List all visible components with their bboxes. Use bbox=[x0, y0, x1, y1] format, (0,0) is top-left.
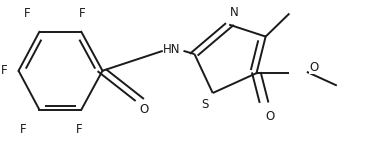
Text: O: O bbox=[310, 61, 319, 74]
Text: S: S bbox=[201, 98, 208, 111]
Text: F: F bbox=[20, 123, 27, 136]
Text: N: N bbox=[229, 6, 238, 19]
Text: F: F bbox=[76, 123, 83, 136]
Text: F: F bbox=[24, 7, 31, 20]
Text: HN: HN bbox=[163, 43, 180, 56]
Text: O: O bbox=[266, 110, 275, 123]
Text: O: O bbox=[140, 103, 149, 116]
Text: F: F bbox=[79, 7, 85, 20]
Text: F: F bbox=[1, 64, 7, 77]
